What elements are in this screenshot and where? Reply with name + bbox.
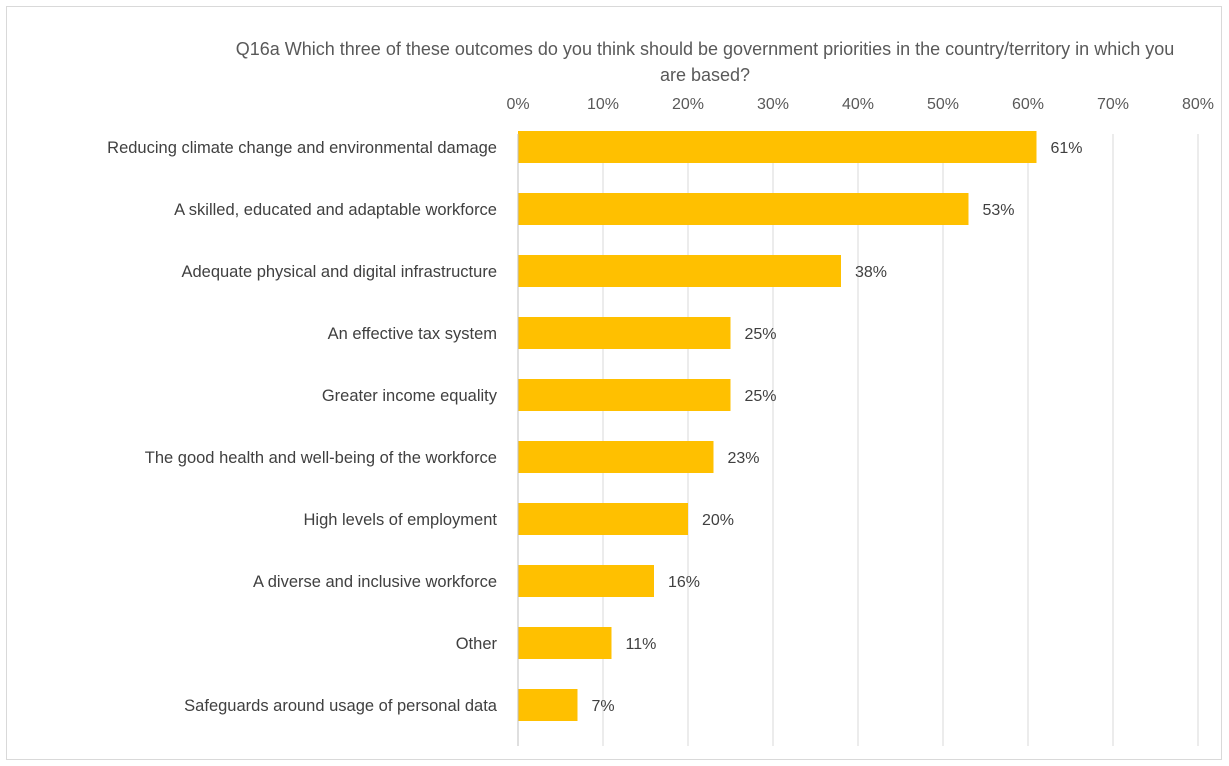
bar — [518, 193, 969, 225]
data-label: 16% — [668, 574, 700, 591]
data-label: 23% — [728, 450, 760, 467]
x-tick-label: 10% — [587, 96, 619, 113]
bar — [518, 131, 1037, 163]
category-label: Reducing climate change and environmenta… — [107, 139, 497, 157]
bar — [518, 627, 612, 659]
x-tick-label: 0% — [506, 96, 529, 113]
category-label: A diverse and inclusive workforce — [253, 573, 497, 591]
category-label: Greater income equality — [322, 387, 498, 405]
data-label: 38% — [855, 264, 887, 281]
data-label: 25% — [745, 326, 777, 343]
bar — [518, 379, 731, 411]
data-label: 7% — [592, 698, 615, 715]
category-label: Other — [456, 635, 498, 653]
x-tick-label: 70% — [1097, 96, 1129, 113]
category-label: An effective tax system — [328, 325, 497, 343]
x-tick-label: 50% — [927, 96, 959, 113]
category-label: Safeguards around usage of personal data — [184, 697, 498, 715]
x-tick-label: 20% — [672, 96, 704, 113]
data-label: 11% — [626, 636, 657, 653]
category-label: Adequate physical and digital infrastruc… — [181, 263, 497, 281]
x-tick-label: 60% — [1012, 96, 1044, 113]
x-tick-label: 30% — [757, 96, 789, 113]
bar — [518, 441, 714, 473]
category-label: The good health and well-being of the wo… — [145, 449, 497, 467]
bar — [518, 317, 731, 349]
bar — [518, 255, 841, 287]
data-label: 25% — [745, 388, 777, 405]
data-label: 20% — [702, 512, 734, 529]
x-tick-label: 80% — [1182, 96, 1214, 113]
data-label: 53% — [983, 202, 1015, 219]
chart-title: Q16a Which three of these outcomes do yo… — [235, 39, 1175, 85]
x-tick-label: 40% — [842, 96, 874, 113]
bar — [518, 565, 654, 597]
bar — [518, 503, 688, 535]
data-label: 61% — [1051, 140, 1083, 157]
category-label: High levels of employment — [303, 511, 497, 529]
category-label: A skilled, educated and adaptable workfo… — [174, 201, 497, 219]
bar — [518, 689, 578, 721]
